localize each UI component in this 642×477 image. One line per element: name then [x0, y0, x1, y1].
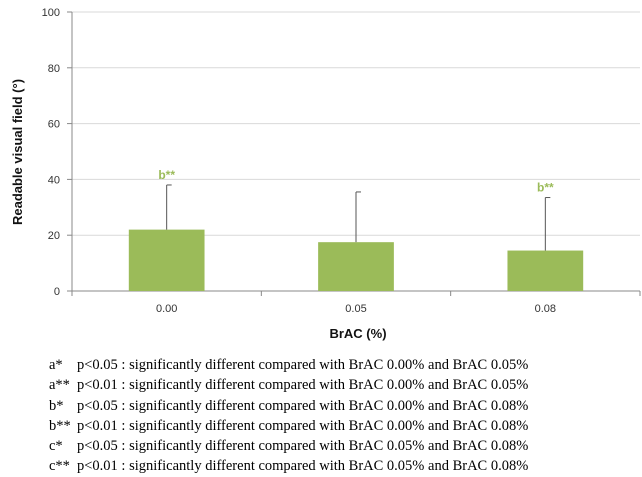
significance-label: b** [537, 181, 554, 195]
x-tick-label: 0.05 [345, 303, 366, 315]
footnote-text: p<0.05 : significantly different compare… [77, 357, 529, 373]
footnote-code: a* [49, 357, 63, 373]
y-axis-title: Readable visual field (°) [10, 79, 25, 225]
footnote-list: a* p<0.05 : significantly different compa… [49, 355, 639, 477]
footnote-item: c** p<0.01 : significantly different comp… [49, 456, 639, 476]
bar [507, 250, 584, 291]
x-tick-label: 0.08 [535, 303, 556, 315]
footnote-item: b** p<0.01 : significantly different comp… [49, 416, 639, 436]
error-bars [166, 184, 551, 251]
y-tick-label: 20 [48, 230, 60, 242]
y-tick-label: 0 [54, 286, 60, 298]
footnote-item: a* p<0.05 : significantly different compa… [49, 355, 639, 375]
footnote-item: a** p<0.01 : significantly different comp… [49, 375, 639, 395]
footnote-code: a** [49, 377, 70, 394]
bar [128, 229, 205, 291]
y-tick-label: 60 [48, 119, 60, 131]
footnote-item: c* p<0.05 : significantly different compa… [49, 436, 639, 456]
bar [318, 242, 394, 291]
footnote-text: p<0.01 : significantly different compare… [77, 458, 529, 475]
significance-labels: b** b** [158, 168, 554, 195]
footnote-text: p<0.05 : significantly different compare… [77, 397, 529, 414]
footnote-code: b** [49, 417, 71, 434]
bar-chart: 0 20 40 60 80 100 0.00 0.05 0.08 b** b** Readable… [10, 7, 641, 341]
footnote-code: c* [49, 438, 63, 455]
y-tick-label: 100 [42, 7, 60, 19]
bars [128, 229, 584, 291]
footnote-code: c** [49, 458, 70, 475]
footnote-text: p<0.01 : significantly different compare… [77, 377, 529, 394]
footnote-text: p<0.05 : significantly different compare… [77, 438, 529, 455]
footnote-item: b* p<0.05 : significantly different compa… [49, 396, 639, 416]
tick-labels: 0 20 40 60 80 100 0.00 0.05 0.08 [42, 7, 556, 315]
y-tick-label: 80 [48, 63, 60, 75]
x-axis-title: BrAC (%) [329, 326, 386, 341]
x-tick-label: 0.00 [156, 303, 177, 315]
y-tick-label: 40 [48, 174, 60, 186]
significance-label: b** [158, 168, 175, 182]
footnote-text: p<0.01 : significantly different compare… [77, 417, 529, 434]
footnote-code: b* [49, 397, 64, 414]
